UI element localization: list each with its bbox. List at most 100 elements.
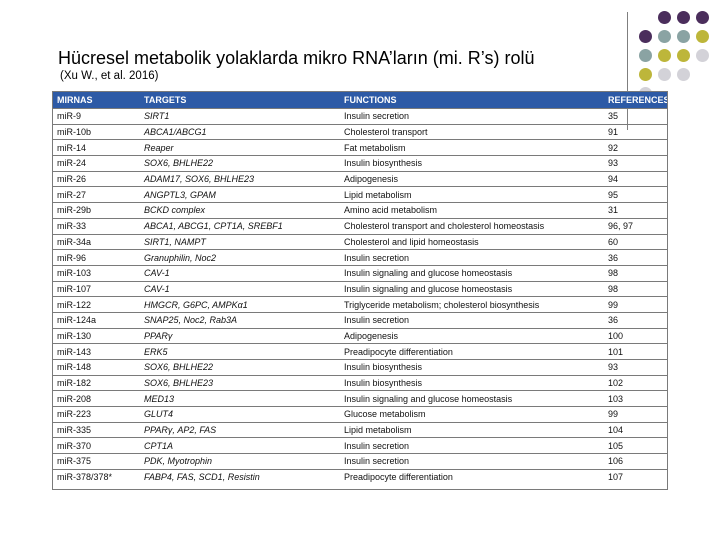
decorative-dot xyxy=(639,49,652,62)
cell-target: Granuphilin, Noc2 xyxy=(140,249,340,266)
cell-target: PDK, Myotrophin xyxy=(140,453,340,470)
table-row: miR-335 PPARγ, AP2, FAS Lipid metabolism 10… xyxy=(53,421,667,438)
header-mirnas: miRNAs xyxy=(53,92,140,109)
table-row: miR-9 SIRT1 Insulin secretion 35 xyxy=(53,108,667,125)
cell-target: SNAP25, Noc2, Rab3A xyxy=(140,311,340,329)
cell-reference: 36 xyxy=(604,311,667,329)
table-row: miR-182 SOX6, BHLHE23 Insulin biosynthesis… xyxy=(53,374,667,391)
cell-target: FABP4, FAS, SCD1, Resistin xyxy=(140,468,340,485)
cell-function: Insulin biosynthesis xyxy=(340,359,604,376)
cell-reference: 103 xyxy=(604,390,667,407)
cell-reference: 98 xyxy=(604,280,667,297)
cell-target: PPARγ xyxy=(140,327,340,344)
cell-mirna: miR-378/378* xyxy=(53,468,140,485)
cell-target: HMGCR, G6PC, AMPKα1 xyxy=(140,296,340,313)
table-row: miR-107 CAV-1 Insulin signaling and glucos… xyxy=(53,280,667,297)
cell-function: Lipid metabolism xyxy=(340,421,604,438)
cell-function: Adipogenesis xyxy=(340,327,604,344)
cell-reference: 98 xyxy=(604,264,667,282)
cell-reference: 35 xyxy=(604,108,667,125)
decorative-dot xyxy=(658,49,671,62)
cell-function: Preadipocyte differentiation xyxy=(340,343,604,360)
cell-target: ANGPTL3, GPAM xyxy=(140,186,340,203)
header-functions: FUNCTIONS xyxy=(340,92,604,109)
cell-function: Amino acid metabolism xyxy=(340,202,604,219)
cell-target: SIRT1, NAMPT xyxy=(140,233,340,250)
cell-target: CAV-1 xyxy=(140,280,340,297)
cell-reference: 96, 97 xyxy=(604,217,667,234)
cell-mirna: miR-34a xyxy=(53,233,140,250)
table-row: miR-96 Granuphilin, Noc2 Insulin secretion… xyxy=(53,249,667,266)
cell-target: SOX6, BHLHE22 xyxy=(140,359,340,376)
decorative-dot xyxy=(696,49,709,62)
decorative-dot xyxy=(658,30,671,43)
citation: (Xu W., et al. 2016) xyxy=(60,70,159,82)
cell-reference: 107 xyxy=(604,468,667,485)
cell-target: MED13 xyxy=(140,390,340,407)
cell-function: Insulin secretion xyxy=(340,249,604,266)
table-row: miR-378/378* FABP4, FAS, SCD1, Resistin Pr… xyxy=(53,468,667,485)
cell-mirna: miR-96 xyxy=(53,249,140,266)
header-references: REFERENCES xyxy=(604,92,667,109)
cell-reference: 99 xyxy=(604,406,667,423)
mirna-table: miRNAs TARGETS FUNCTIONS REFERENCES miR-… xyxy=(52,91,668,490)
table-row: miR-14 Reaper Fat metabolism 92 xyxy=(53,139,667,156)
table-row: miR-27 ANGPTL3, GPAM Lipid metabolism 95 xyxy=(53,186,667,203)
cell-mirna: miR-148 xyxy=(53,359,140,376)
cell-mirna: miR-29b xyxy=(53,202,140,219)
cell-function: Cholesterol and lipid homeostasis xyxy=(340,233,604,250)
cell-function: Insulin secretion xyxy=(340,437,604,454)
cell-function: Lipid metabolism xyxy=(340,186,604,203)
decorative-dot xyxy=(677,11,690,24)
cell-reference: 91 xyxy=(604,123,667,140)
cell-mirna: miR-24 xyxy=(53,155,140,172)
cell-mirna: miR-208 xyxy=(53,390,140,407)
decorative-dot xyxy=(677,68,690,81)
cell-mirna: miR-14 xyxy=(53,139,140,156)
cell-mirna: miR-124a xyxy=(53,311,140,329)
cell-target: ABCA1, ABCG1, CPT1A, SREBF1 xyxy=(140,217,340,234)
decorative-dot xyxy=(677,30,690,43)
decorative-dot xyxy=(696,11,709,24)
cell-reference: 99 xyxy=(604,296,667,313)
table-row: miR-122 HMGCR, G6PC, AMPKα1 Triglyceride m… xyxy=(53,296,667,313)
table-row: miR-148 SOX6, BHLHE22 Insulin biosynthesis… xyxy=(53,359,667,376)
table-row: miR-130 PPARγ Adipogenesis 100 xyxy=(53,327,667,344)
cell-reference: 94 xyxy=(604,170,667,187)
cell-mirna: miR-370 xyxy=(53,437,140,454)
cell-mirna: miR-33 xyxy=(53,217,140,234)
cell-mirna: miR-9 xyxy=(53,108,140,125)
cell-mirna: miR-103 xyxy=(53,264,140,282)
cell-function: Insulin biosynthesis xyxy=(340,374,604,391)
cell-function: Insulin secretion xyxy=(340,453,604,470)
cell-function: Insulin secretion xyxy=(340,311,604,329)
decorative-dot xyxy=(639,30,652,43)
cell-mirna: miR-143 xyxy=(53,343,140,360)
cell-function: Insulin secretion xyxy=(340,108,604,125)
table-row: miR-208 MED13 Insulin signaling and glucos… xyxy=(53,390,667,407)
cell-function: Cholesterol transport xyxy=(340,123,604,140)
cell-target: BCKD complex xyxy=(140,202,340,219)
cell-mirna: miR-335 xyxy=(53,421,140,438)
cell-function: Insulin signaling and glucose homeostasi… xyxy=(340,264,604,282)
cell-reference: 101 xyxy=(604,343,667,360)
cell-function: Fat metabolism xyxy=(340,139,604,156)
table-row: miR-29b BCKD complex Amino acid metabolism… xyxy=(53,202,667,219)
cell-function: Adipogenesis xyxy=(340,170,604,187)
cell-reference: 102 xyxy=(604,374,667,391)
table-row: miR-24 SOX6, BHLHE22 Insulin biosynthesis 9… xyxy=(53,155,667,172)
cell-target: SOX6, BHLHE22 xyxy=(140,155,340,172)
table-row: miR-143 ERK5 Preadipocyte differentiation 1… xyxy=(53,343,667,360)
cell-function: Cholesterol transport and cholesterol ho… xyxy=(340,217,604,234)
table-row: miR-34a SIRT1, NAMPT Cholesterol and lipid… xyxy=(53,233,667,250)
slide-title: Hücresel metabolik yolaklarda mikro RNA’… xyxy=(58,48,535,68)
cell-mirna: miR-375 xyxy=(53,453,140,470)
table-row: miR-370 CPT1A Insulin secretion 105 xyxy=(53,437,667,454)
cell-mirna: miR-122 xyxy=(53,296,140,313)
cell-reference: 60 xyxy=(604,233,667,250)
decorative-divider xyxy=(627,12,628,130)
cell-function: Insulin signaling and glucose homeostasi… xyxy=(340,280,604,297)
cell-target: CPT1A xyxy=(140,437,340,454)
cell-reference: 100 xyxy=(604,327,667,344)
cell-reference: 104 xyxy=(604,421,667,438)
